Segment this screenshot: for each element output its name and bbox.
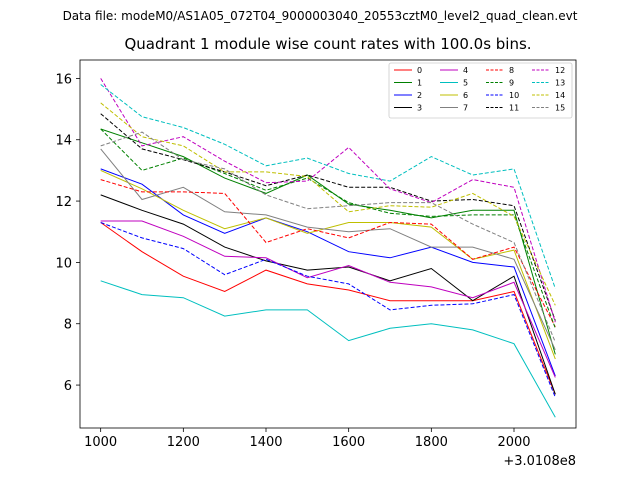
series-line-3	[100, 194, 556, 395]
legend-label-6: 6	[463, 91, 468, 100]
series-line-5	[100, 280, 556, 418]
series-line-4	[100, 220, 556, 378]
legend-label-1: 1	[417, 79, 422, 88]
x-tick-label: 1000	[84, 435, 117, 450]
legend-label-9: 9	[509, 79, 514, 88]
chart-title: Quadrant 1 module wise count rates with …	[124, 35, 531, 53]
legend-label-0: 0	[417, 66, 422, 75]
legend-label-5: 5	[463, 79, 468, 88]
series-line-12	[100, 78, 556, 323]
series-line-11	[100, 113, 556, 321]
axes: 1000 1200 1400 1600 1800 2000+3.0108e86810121…	[55, 59, 577, 469]
legend-label-7: 7	[463, 104, 468, 113]
legend-label-3: 3	[417, 104, 422, 113]
y-tick-label: 12	[55, 195, 72, 210]
x-tick-label: 1600	[332, 435, 365, 450]
plot-lines	[100, 78, 556, 418]
x-tick-label: 1200	[167, 435, 200, 450]
y-tick-label: 6	[64, 379, 72, 394]
series-line-1	[100, 128, 556, 355]
series-line-10	[100, 222, 556, 398]
legend-label-12: 12	[555, 66, 565, 75]
series-line-7	[100, 148, 556, 351]
y-tick-label: 8	[64, 318, 72, 333]
legend-label-11: 11	[509, 104, 519, 113]
series-line-2	[100, 168, 556, 377]
legend-label-15: 15	[555, 104, 565, 113]
series-line-14	[100, 102, 556, 306]
series-line-15	[100, 131, 556, 343]
y-tick-label: 10	[55, 256, 72, 271]
legend-label-10: 10	[509, 91, 519, 100]
legend-label-2: 2	[417, 91, 422, 100]
legend-label-13: 13	[555, 79, 565, 88]
y-tick-label: 16	[55, 72, 72, 87]
legend-label-8: 8	[509, 66, 514, 75]
y-tick-label: 14	[55, 134, 72, 149]
series-line-0	[100, 222, 556, 395]
legend-label-14: 14	[555, 91, 565, 100]
series-line-8	[100, 179, 556, 328]
data-file-label: Data file: modeM0/AS1A05_072T04_90000030…	[63, 9, 578, 23]
series-line-13	[100, 84, 556, 289]
x-offset-label: +3.0108e8	[503, 454, 576, 469]
plot-frame	[79, 59, 577, 429]
x-tick-label: 2000	[497, 435, 530, 450]
x-tick-label: 1800	[415, 435, 448, 450]
legend-box	[388, 62, 573, 119]
x-tick-label: 1400	[249, 435, 282, 450]
legend-label-4: 4	[463, 66, 468, 75]
